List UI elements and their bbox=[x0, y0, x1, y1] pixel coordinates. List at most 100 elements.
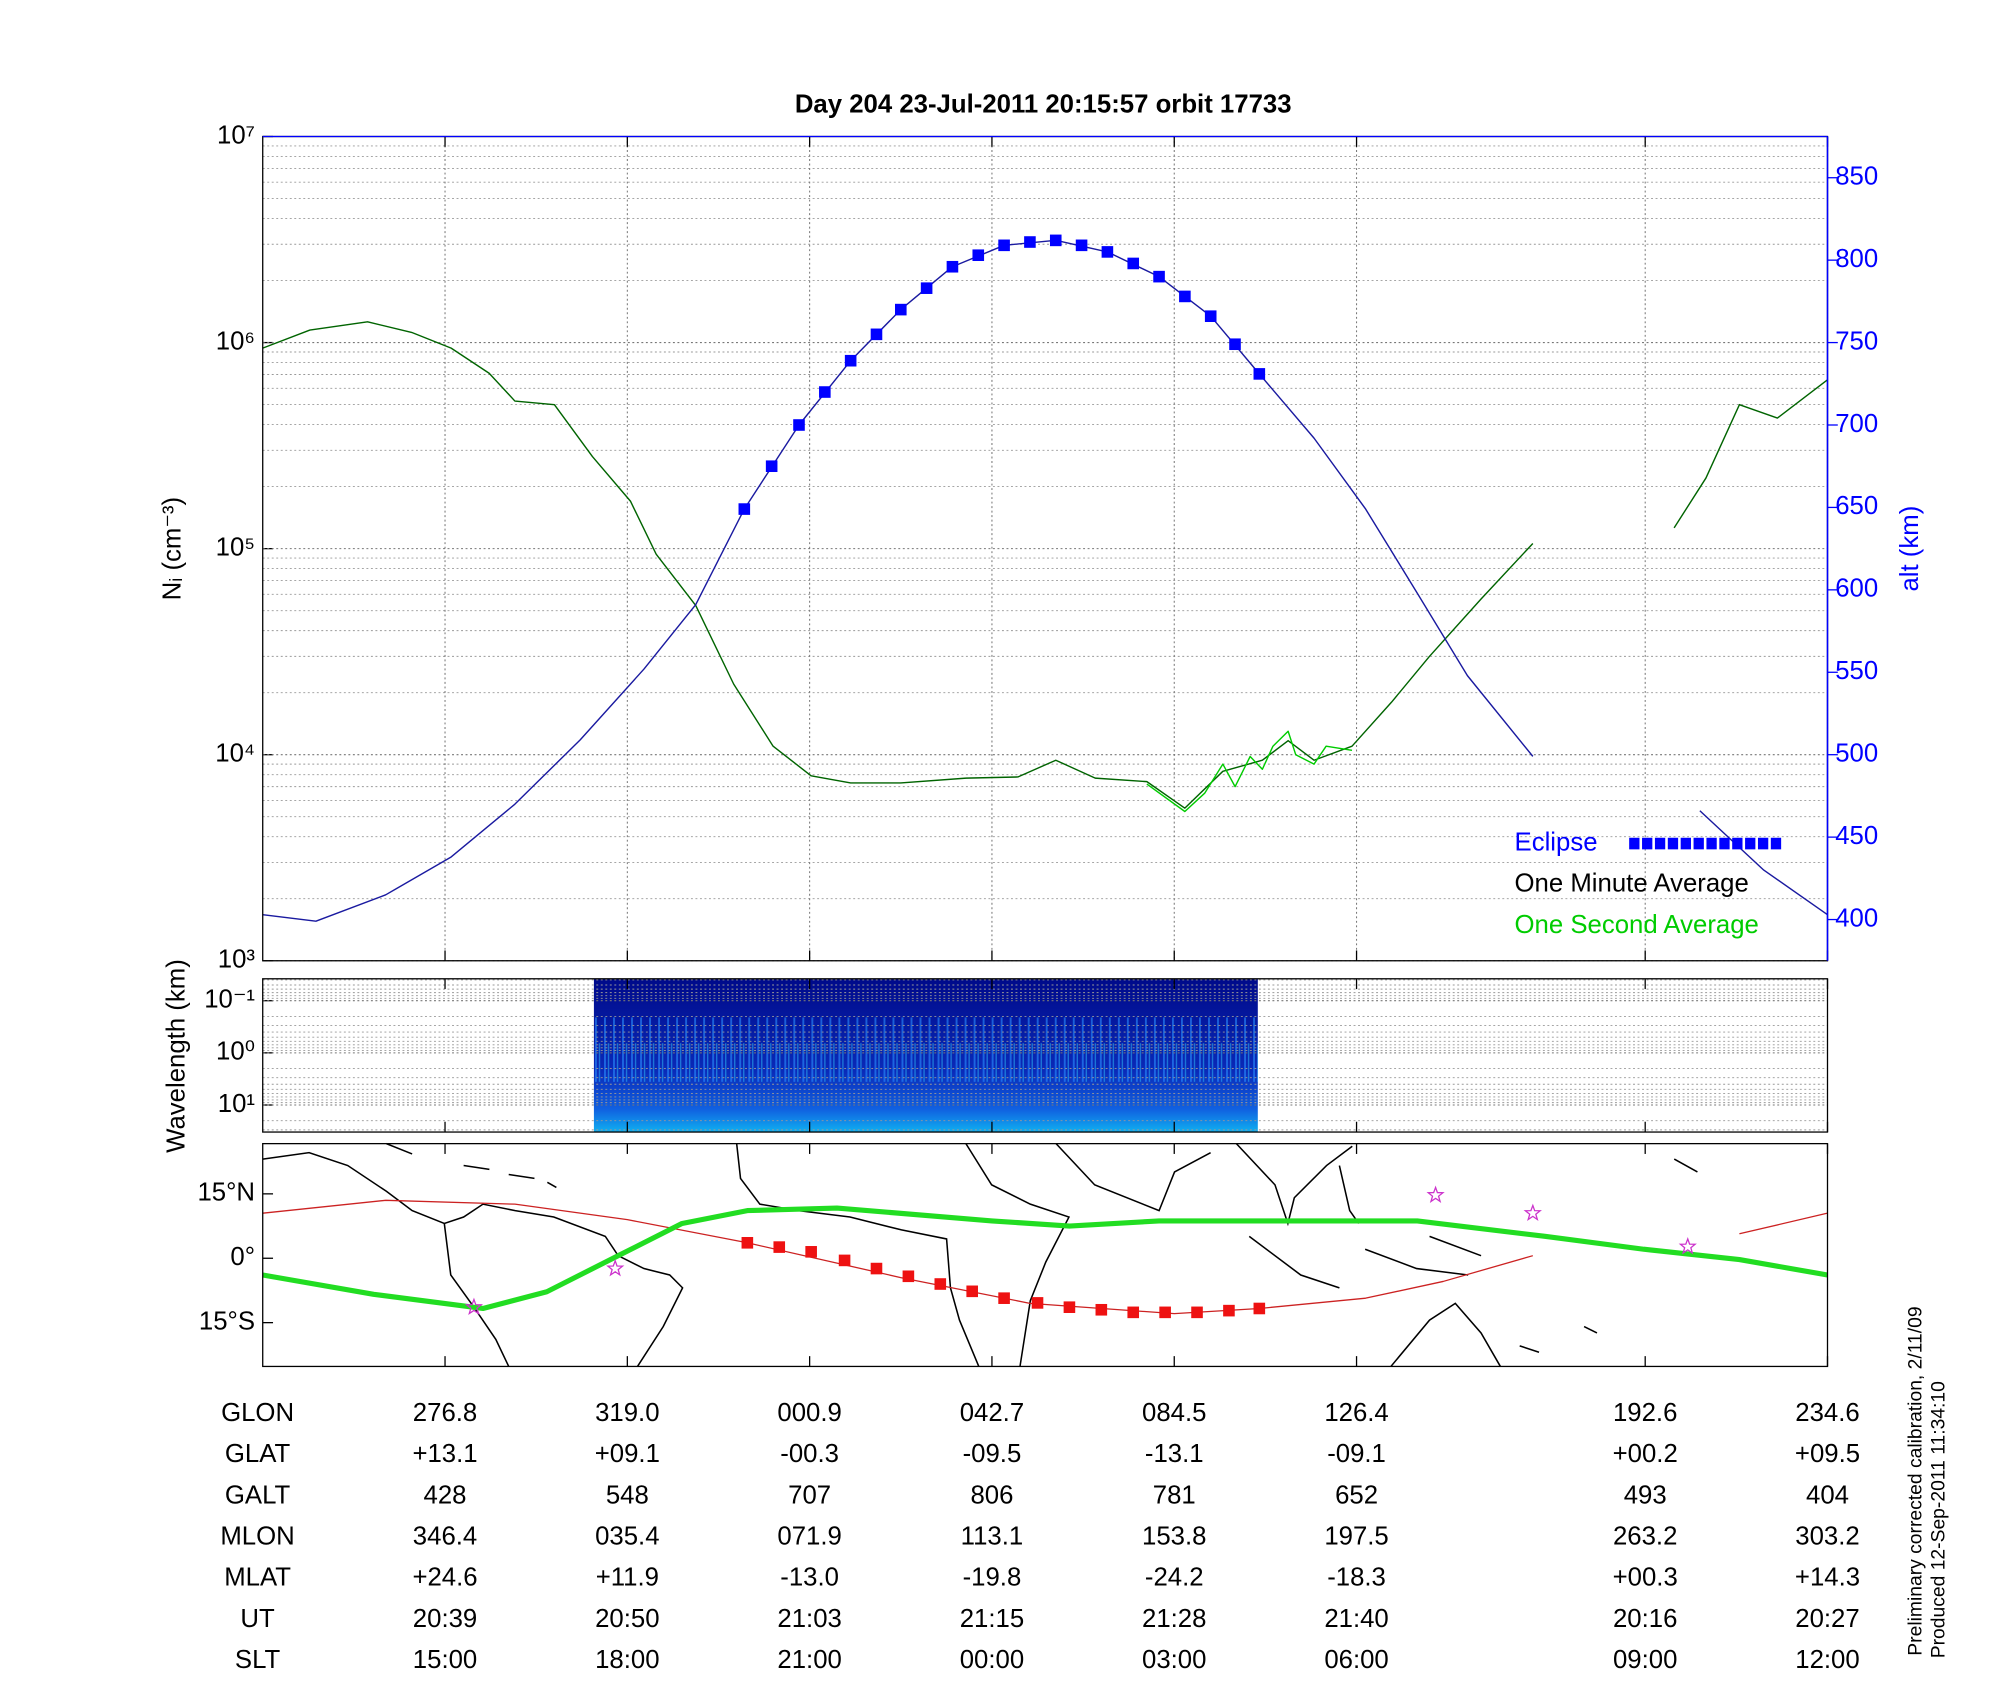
table-cell: 12:00 bbox=[1795, 1646, 1859, 1674]
table-cell: 493 bbox=[1624, 1481, 1667, 1509]
marker bbox=[1127, 1306, 1140, 1319]
marker bbox=[934, 1278, 947, 1290]
y-tick-label: 15°N bbox=[197, 1179, 255, 1207]
row-label: GLON bbox=[221, 1399, 294, 1427]
table-cell: 428 bbox=[424, 1481, 467, 1509]
legend-key bbox=[1757, 837, 1769, 850]
row-label: MLAT bbox=[224, 1564, 291, 1592]
marker bbox=[1159, 1306, 1171, 1319]
marker bbox=[966, 1285, 978, 1298]
marker bbox=[1049, 234, 1062, 247]
table-cell: 20:50 bbox=[595, 1605, 659, 1633]
table-cell: -00.3 bbox=[780, 1440, 839, 1468]
marker bbox=[972, 249, 985, 262]
spectrogram-texture bbox=[593, 978, 1258, 1133]
legend-label: Eclipse bbox=[1515, 828, 1598, 856]
row-label: GALT bbox=[225, 1481, 291, 1509]
table-cell: -13.1 bbox=[1145, 1440, 1204, 1468]
table-cell: 18:00 bbox=[595, 1646, 659, 1674]
y-tick-label: 0° bbox=[230, 1243, 255, 1271]
y-tick-label: 10³ bbox=[218, 946, 256, 974]
footnote: Produced 12-Sep-2011 11:34:10 bbox=[1929, 1381, 1950, 1658]
table-cell: 21:28 bbox=[1142, 1605, 1206, 1633]
table-cell: 234.6 bbox=[1795, 1399, 1859, 1427]
legend-key bbox=[1693, 837, 1704, 850]
marker bbox=[946, 260, 959, 273]
row-label: UT bbox=[240, 1605, 275, 1633]
marker bbox=[1191, 1306, 1203, 1319]
table-cell: +09.5 bbox=[1795, 1440, 1860, 1468]
table-cell: 126.4 bbox=[1324, 1399, 1388, 1427]
plot-frame bbox=[262, 978, 1829, 1133]
y-tick-label: 10⁴ bbox=[215, 739, 255, 767]
legend-key bbox=[1745, 837, 1756, 850]
table-cell: 21:40 bbox=[1324, 1605, 1388, 1633]
y-tick-label: 10⁰ bbox=[216, 1038, 255, 1066]
table-cell: -19.8 bbox=[963, 1564, 1022, 1592]
table-cell: 781 bbox=[1153, 1481, 1196, 1509]
star-marker bbox=[606, 1258, 625, 1277]
marker bbox=[1153, 270, 1165, 283]
legend-key bbox=[1642, 837, 1653, 850]
table-cell: -13.0 bbox=[780, 1564, 839, 1592]
y-axis-label: Wavelength (km) bbox=[163, 959, 191, 1153]
y-tick-label: 10⁶ bbox=[216, 327, 255, 355]
y2-tick-label: 500 bbox=[1835, 739, 1878, 767]
marker bbox=[838, 1254, 851, 1267]
table-cell: 707 bbox=[788, 1481, 831, 1509]
table-cell: -24.2 bbox=[1145, 1564, 1204, 1592]
y-tick-label: 10¹ bbox=[218, 1090, 256, 1118]
y-tick-label: 10⁵ bbox=[216, 533, 255, 561]
legend-label: One Minute Average bbox=[1515, 870, 1749, 898]
row-label: SLT bbox=[235, 1646, 281, 1674]
y-tick-label: 15°S bbox=[199, 1307, 255, 1335]
table-cell: 042.7 bbox=[960, 1399, 1024, 1427]
data-line bbox=[262, 321, 1828, 809]
table-cell: 06:00 bbox=[1324, 1646, 1388, 1674]
legend-key bbox=[1770, 837, 1782, 850]
marker bbox=[1253, 1302, 1266, 1315]
table-cell: 035.4 bbox=[595, 1523, 659, 1551]
marker bbox=[1127, 257, 1140, 270]
legend-key bbox=[1667, 837, 1679, 850]
table-cell: 303.2 bbox=[1795, 1523, 1859, 1551]
table-cell: 404 bbox=[1806, 1481, 1849, 1509]
plot-frame bbox=[262, 1142, 1829, 1368]
row-label: MLON bbox=[220, 1523, 294, 1551]
marker bbox=[1024, 236, 1036, 248]
marker bbox=[1223, 1304, 1235, 1317]
y-axis-label: Nᵢ (cm⁻³) bbox=[159, 497, 187, 600]
legend-key bbox=[1654, 837, 1666, 850]
y2-tick-label: 400 bbox=[1835, 904, 1878, 932]
marker bbox=[1031, 1297, 1044, 1309]
y2-axis-label: alt (km) bbox=[1896, 506, 1924, 592]
table-cell: 652 bbox=[1335, 1481, 1378, 1509]
table-cell: +00.2 bbox=[1613, 1440, 1678, 1468]
y2-tick-label: 600 bbox=[1835, 575, 1878, 603]
table-cell: 346.4 bbox=[413, 1523, 477, 1551]
table-cell: +24.6 bbox=[412, 1564, 477, 1592]
marker bbox=[1204, 310, 1217, 322]
marker bbox=[844, 354, 857, 367]
table-cell: 21:15 bbox=[960, 1605, 1024, 1633]
y2-tick-label: 550 bbox=[1835, 657, 1878, 685]
table-cell: 276.8 bbox=[413, 1399, 477, 1427]
data-line bbox=[1146, 730, 1353, 813]
y2-tick-label: 450 bbox=[1835, 822, 1878, 850]
table-cell: 084.5 bbox=[1142, 1399, 1206, 1427]
marker bbox=[1095, 1303, 1108, 1316]
marker bbox=[773, 1241, 786, 1253]
marker bbox=[765, 460, 778, 473]
y-tick-label: 10⁻¹ bbox=[204, 985, 255, 1013]
table-cell: 21:00 bbox=[777, 1646, 841, 1674]
table-cell: +14.3 bbox=[1795, 1564, 1860, 1592]
table-cell: 20:27 bbox=[1795, 1605, 1859, 1633]
marker bbox=[738, 503, 751, 515]
data-line bbox=[262, 1199, 1828, 1315]
table-cell: 153.8 bbox=[1142, 1523, 1206, 1551]
table-cell: -18.3 bbox=[1327, 1564, 1386, 1592]
table-cell: 113.1 bbox=[961, 1523, 1024, 1551]
table-cell: 09:00 bbox=[1613, 1646, 1677, 1674]
